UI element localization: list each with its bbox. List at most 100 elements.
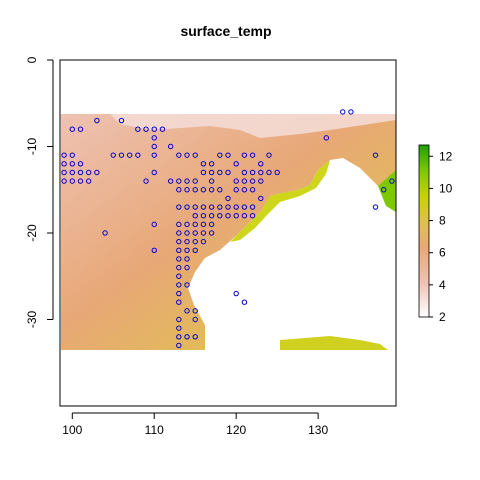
data-point xyxy=(200,161,207,167)
data-point xyxy=(94,117,100,124)
data-point xyxy=(258,161,264,167)
data-point xyxy=(200,238,207,245)
x-tick-label: 130 xyxy=(308,423,328,437)
data-point xyxy=(258,195,264,202)
data-point xyxy=(77,178,84,184)
data-point xyxy=(77,169,84,176)
data-point xyxy=(176,178,182,184)
plot-frame xyxy=(59,59,397,407)
data-point xyxy=(348,109,354,115)
data-point xyxy=(61,161,67,167)
data-point xyxy=(110,152,116,158)
data-point xyxy=(225,195,231,202)
data-point xyxy=(176,230,182,236)
data-point xyxy=(225,169,231,176)
data-point xyxy=(184,230,190,236)
data-point xyxy=(176,334,182,340)
y-tick-label: 0 xyxy=(25,56,39,63)
data-point xyxy=(192,213,198,219)
colorbar-tick-label: 8 xyxy=(439,214,446,228)
data-point xyxy=(192,178,198,184)
data-point xyxy=(192,230,198,236)
data-point xyxy=(233,187,239,193)
data-point xyxy=(176,221,182,228)
data-point xyxy=(208,169,215,176)
data-point xyxy=(151,135,157,141)
data-point xyxy=(176,264,182,271)
data-point xyxy=(200,187,207,193)
data-point xyxy=(249,152,256,158)
data-point xyxy=(200,221,207,228)
data-point xyxy=(151,247,157,254)
data-point xyxy=(176,299,182,305)
data-point xyxy=(151,221,157,228)
data-point xyxy=(200,230,207,236)
data-point xyxy=(176,204,182,210)
colorbar-tick-label: 2 xyxy=(439,310,446,324)
data-point xyxy=(266,152,272,158)
northern-pale-band xyxy=(110,114,396,138)
data-point xyxy=(192,308,198,314)
data-point xyxy=(184,238,190,245)
ocean-raster xyxy=(61,114,396,350)
data-point xyxy=(61,169,67,176)
data-point xyxy=(176,342,182,349)
colorbar-tick-label: 4 xyxy=(439,278,446,292)
x-tick-label: 100 xyxy=(62,423,82,437)
data-point xyxy=(184,187,190,193)
data-point xyxy=(200,169,207,176)
data-point xyxy=(217,204,223,210)
data-point xyxy=(233,213,239,219)
data-point xyxy=(143,178,149,184)
data-point xyxy=(258,178,264,184)
data-point xyxy=(192,334,198,340)
data-point xyxy=(225,152,231,158)
data-point xyxy=(94,169,100,176)
data-point xyxy=(208,230,215,236)
data-point xyxy=(135,126,141,132)
data-point xyxy=(217,213,223,219)
data-point xyxy=(184,221,190,228)
y-axis: 0 -10 -20 -30 xyxy=(25,56,54,329)
data-point xyxy=(225,204,231,210)
east-warm-strip xyxy=(378,170,396,212)
x-tick-label: 120 xyxy=(226,423,246,437)
data-point xyxy=(176,256,182,262)
data-point xyxy=(102,230,108,236)
data-point xyxy=(69,152,75,158)
data-point xyxy=(184,152,190,158)
data-point xyxy=(176,316,182,323)
x-tick-label: 110 xyxy=(145,423,164,437)
data-point xyxy=(61,152,67,158)
data-point xyxy=(176,187,182,193)
data-point xyxy=(192,221,198,228)
chart-title: surface_temp xyxy=(180,23,271,39)
data-point xyxy=(85,169,92,176)
colorbar-tick-label: 10 xyxy=(439,181,453,195)
data-point xyxy=(192,316,198,323)
data-point xyxy=(200,213,207,219)
data-point xyxy=(208,213,215,219)
data-point xyxy=(249,213,256,219)
y-tick-label: -30 xyxy=(25,311,39,329)
data-point xyxy=(118,152,125,158)
data-point xyxy=(176,273,182,279)
south-warm-band xyxy=(280,336,388,350)
colorbar-axis: 2 4 6 8 10 12 xyxy=(429,149,453,324)
data-point xyxy=(126,152,133,158)
raster-layer xyxy=(61,114,396,350)
data-point xyxy=(217,152,223,158)
data-point xyxy=(192,152,198,158)
y-tick-label: -20 xyxy=(25,224,39,242)
data-point xyxy=(118,117,125,124)
data-point xyxy=(249,187,256,193)
data-point xyxy=(233,204,239,210)
x-axis: 100 110 120 130 xyxy=(62,412,328,437)
data-point xyxy=(208,187,215,193)
colorbar-tick-label: 12 xyxy=(439,149,453,163)
data-point xyxy=(258,169,264,176)
data-point xyxy=(241,178,248,184)
data-point xyxy=(77,161,84,167)
data-point xyxy=(208,178,215,184)
data-point xyxy=(167,178,174,184)
